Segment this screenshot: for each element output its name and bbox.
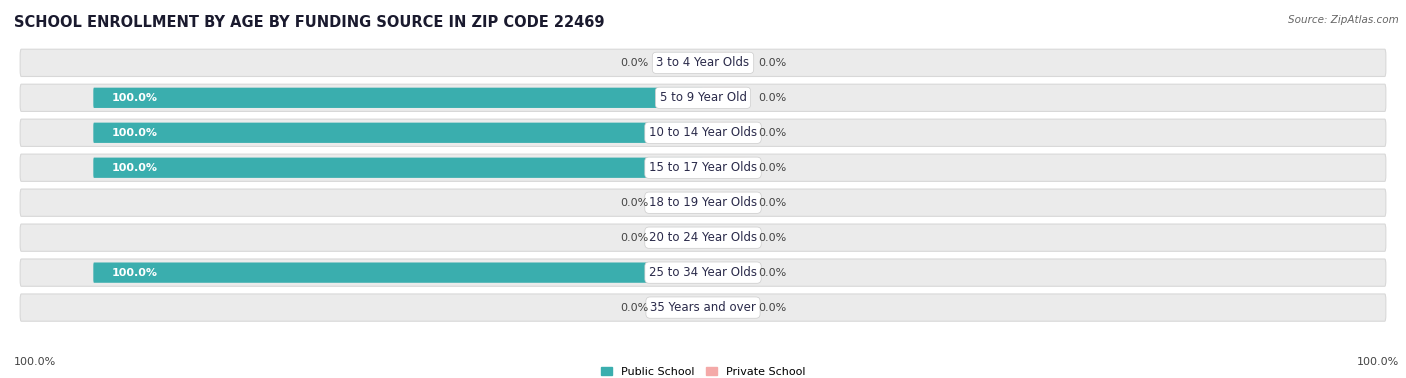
Text: 100.0%: 100.0% — [111, 268, 157, 277]
Text: 100.0%: 100.0% — [14, 357, 56, 367]
Text: 100.0%: 100.0% — [111, 163, 157, 173]
Text: 0.0%: 0.0% — [758, 233, 786, 243]
FancyBboxPatch shape — [703, 297, 745, 318]
FancyBboxPatch shape — [20, 154, 1386, 181]
Text: 0.0%: 0.0% — [620, 198, 648, 208]
Text: 0.0%: 0.0% — [758, 58, 786, 68]
FancyBboxPatch shape — [93, 262, 703, 283]
FancyBboxPatch shape — [93, 88, 703, 108]
Text: 100.0%: 100.0% — [111, 93, 157, 103]
Text: 0.0%: 0.0% — [620, 303, 648, 313]
Text: 10 to 14 Year Olds: 10 to 14 Year Olds — [650, 126, 756, 139]
Text: 0.0%: 0.0% — [620, 233, 648, 243]
FancyBboxPatch shape — [93, 158, 703, 178]
Text: 0.0%: 0.0% — [758, 198, 786, 208]
Text: Source: ZipAtlas.com: Source: ZipAtlas.com — [1288, 15, 1399, 25]
Text: 20 to 24 Year Olds: 20 to 24 Year Olds — [650, 231, 756, 244]
Text: SCHOOL ENROLLMENT BY AGE BY FUNDING SOURCE IN ZIP CODE 22469: SCHOOL ENROLLMENT BY AGE BY FUNDING SOUR… — [14, 15, 605, 30]
Text: 5 to 9 Year Old: 5 to 9 Year Old — [659, 91, 747, 104]
FancyBboxPatch shape — [661, 228, 703, 248]
FancyBboxPatch shape — [20, 49, 1386, 76]
Text: 25 to 34 Year Olds: 25 to 34 Year Olds — [650, 266, 756, 279]
FancyBboxPatch shape — [661, 297, 703, 318]
Text: 35 Years and over: 35 Years and over — [650, 301, 756, 314]
Text: 0.0%: 0.0% — [758, 163, 786, 173]
FancyBboxPatch shape — [703, 228, 745, 248]
Text: 0.0%: 0.0% — [758, 93, 786, 103]
Text: 0.0%: 0.0% — [620, 58, 648, 68]
FancyBboxPatch shape — [20, 84, 1386, 112]
Text: 0.0%: 0.0% — [758, 303, 786, 313]
Text: 100.0%: 100.0% — [1357, 357, 1399, 367]
FancyBboxPatch shape — [703, 262, 745, 283]
Text: 3 to 4 Year Olds: 3 to 4 Year Olds — [657, 56, 749, 69]
FancyBboxPatch shape — [703, 158, 745, 178]
FancyBboxPatch shape — [703, 192, 745, 213]
FancyBboxPatch shape — [93, 122, 703, 143]
FancyBboxPatch shape — [703, 88, 745, 108]
FancyBboxPatch shape — [661, 192, 703, 213]
Text: 100.0%: 100.0% — [111, 128, 157, 138]
Text: 0.0%: 0.0% — [758, 268, 786, 277]
FancyBboxPatch shape — [20, 294, 1386, 321]
FancyBboxPatch shape — [20, 224, 1386, 251]
Text: 0.0%: 0.0% — [758, 128, 786, 138]
Text: 15 to 17 Year Olds: 15 to 17 Year Olds — [650, 161, 756, 174]
FancyBboxPatch shape — [661, 53, 703, 73]
FancyBboxPatch shape — [703, 53, 745, 73]
Text: 18 to 19 Year Olds: 18 to 19 Year Olds — [650, 196, 756, 209]
FancyBboxPatch shape — [703, 122, 745, 143]
FancyBboxPatch shape — [20, 119, 1386, 146]
FancyBboxPatch shape — [20, 259, 1386, 286]
FancyBboxPatch shape — [20, 189, 1386, 216]
Legend: Public School, Private School: Public School, Private School — [596, 362, 810, 378]
